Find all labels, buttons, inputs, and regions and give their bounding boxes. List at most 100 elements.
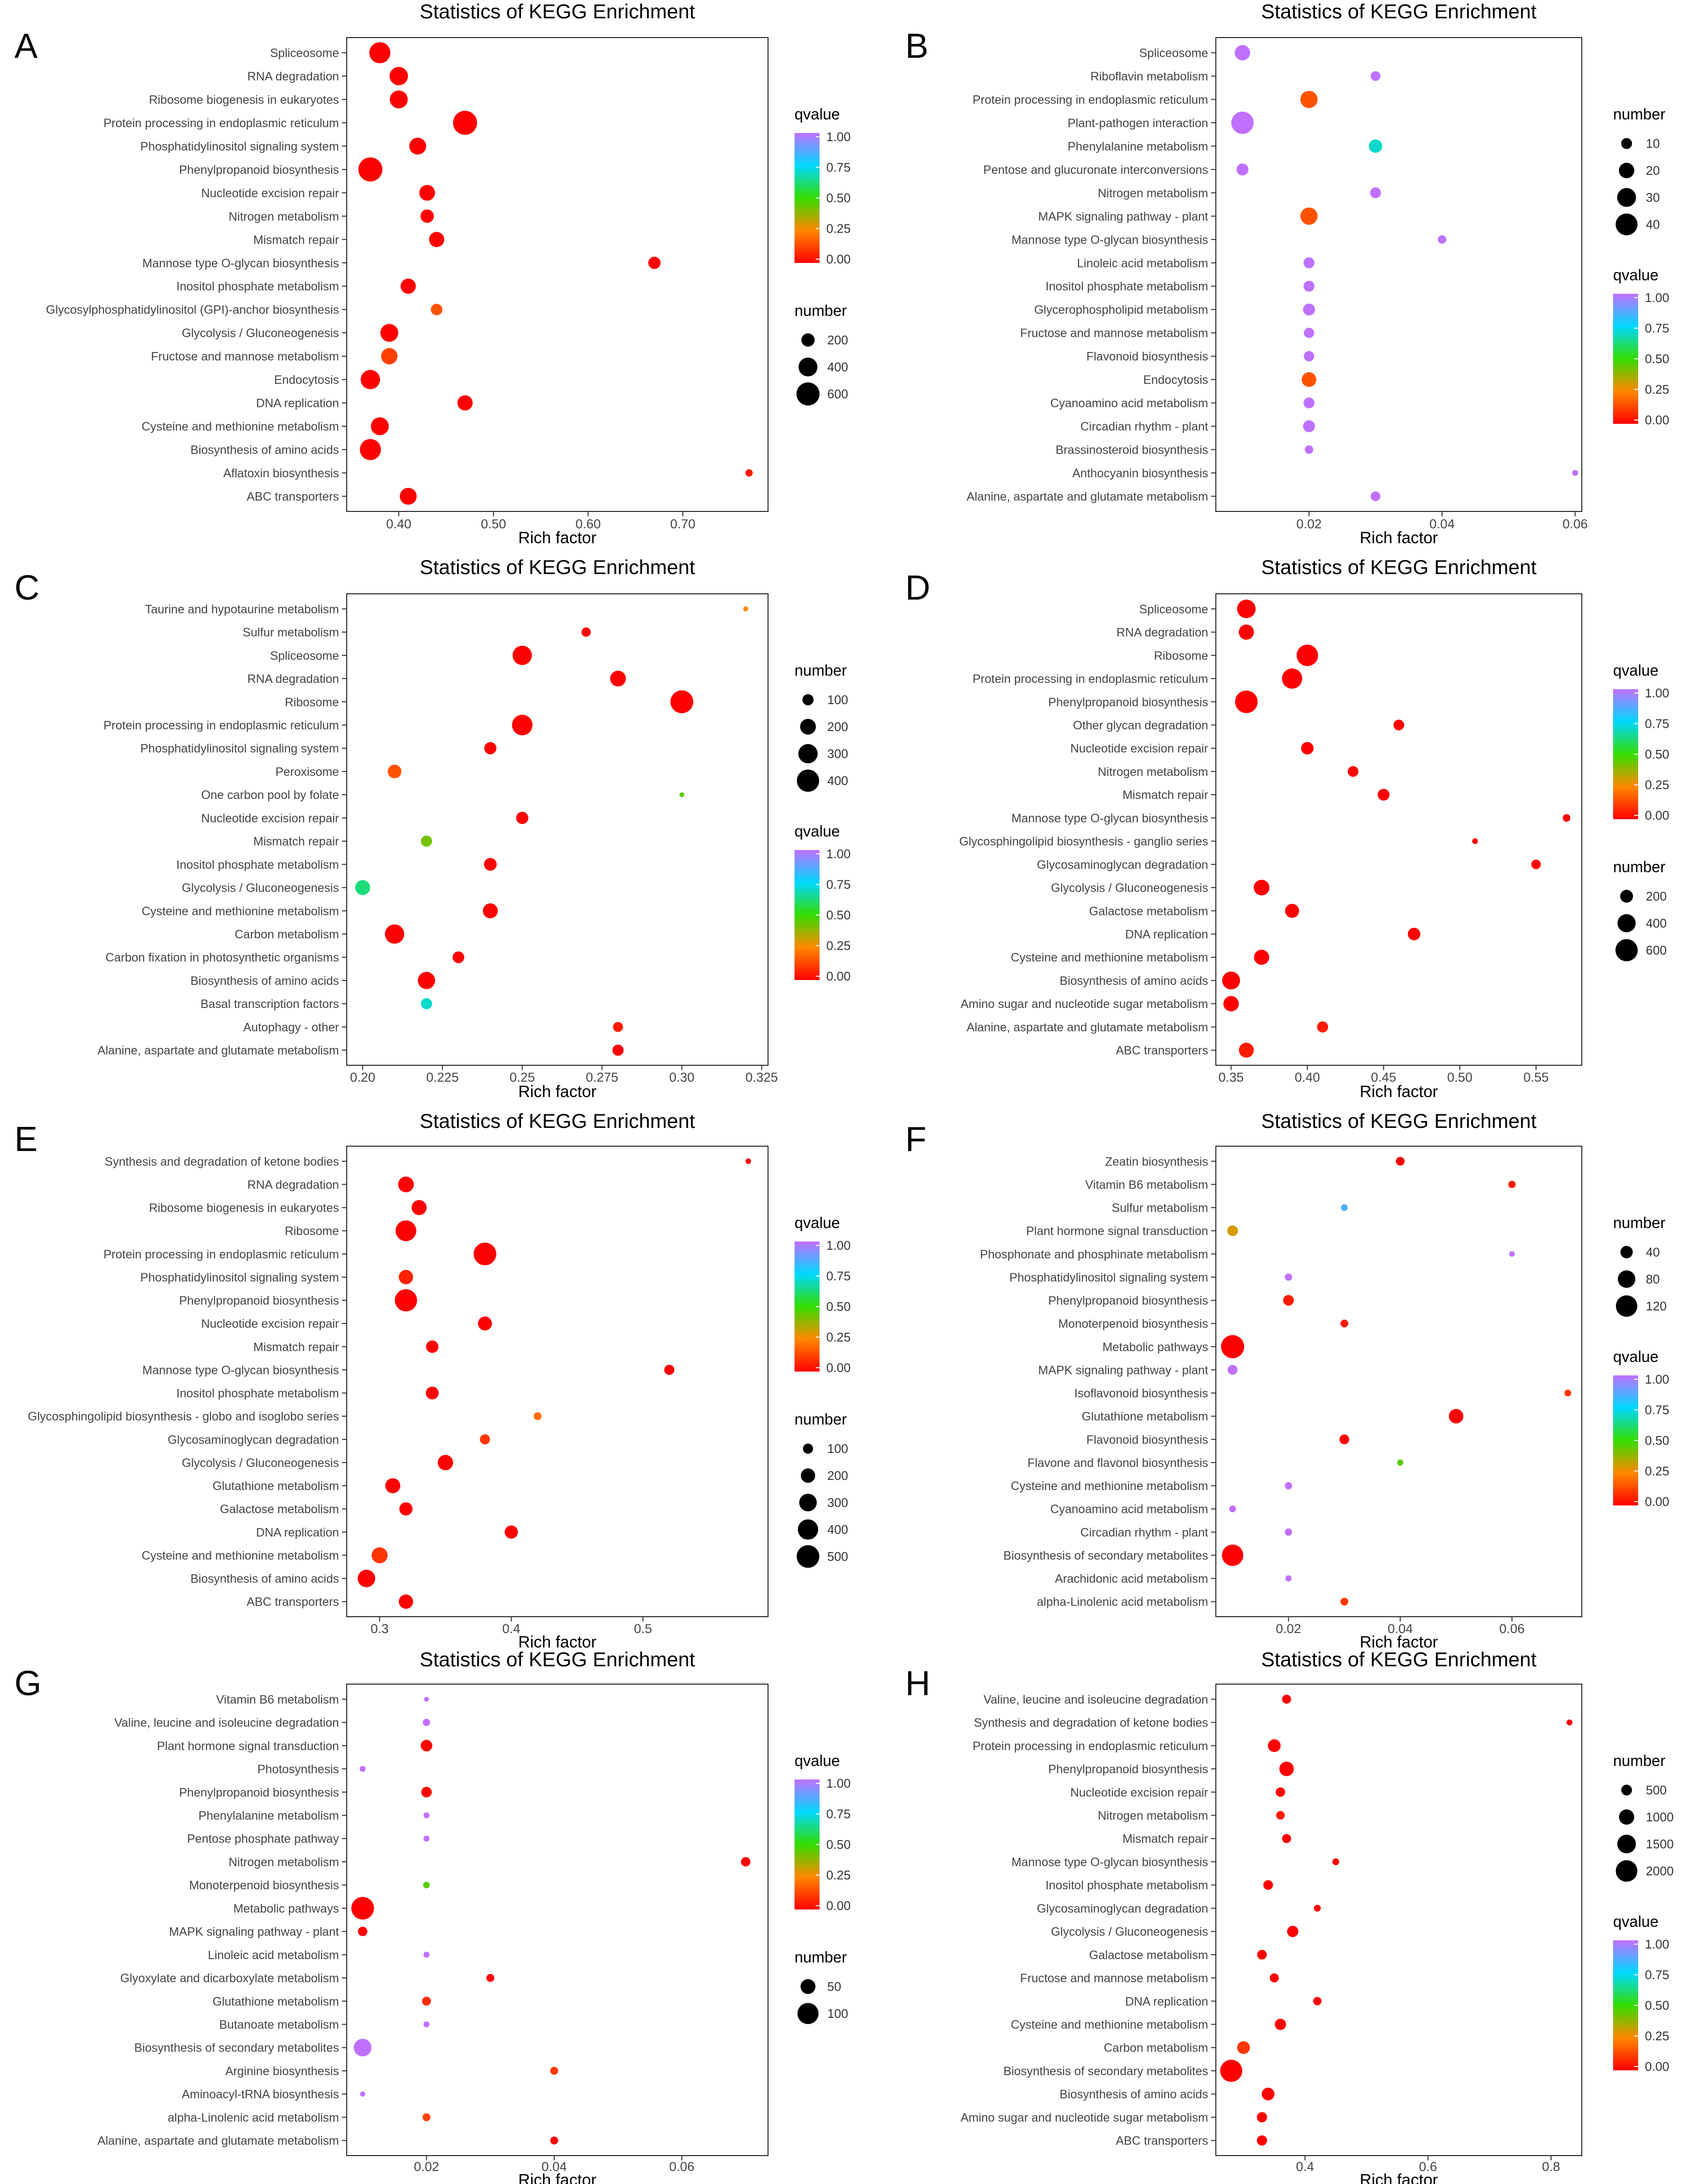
data-point [1276,1811,1285,1820]
category-label: Nitrogen metabolism [229,1856,339,1869]
category-label: Inositol phosphate metabolism [1045,280,1208,293]
data-point [1282,1834,1291,1844]
data-point [1300,207,1318,225]
size-legend-label: 40 [1646,1245,1660,1259]
category-label: Glycosphingolipid biosynthesis - globo a… [28,1410,339,1424]
category-label: MAPK signaling pathway - plant [169,1925,339,1939]
qvalue-colorbar [1613,1940,1638,2070]
category-label: Carbon metabolism [235,928,339,942]
x-tick-label: 0.02 [414,2159,439,2174]
plot-area [346,1684,769,2156]
colorbar-tick-label: 0.75 [1645,1968,1669,1982]
category-label: Mismatch repair [1122,1832,1208,1846]
data-point [1227,1365,1238,1375]
colorbar-tick-label: 0.50 [1645,747,1669,761]
size-legend-dot [1616,1295,1638,1317]
category-label: Glycolysis / Gluconeogenesis [182,327,339,340]
category-label: DNA replication [256,397,339,410]
category-label: Glycerophospholipid metabolism [1034,303,1208,317]
colorbar-tick-label: 0.50 [826,908,851,922]
data-point [351,1896,374,1920]
size-legend-label: 120 [1646,1299,1667,1313]
data-point [1236,163,1249,176]
data-point [390,90,408,109]
category-label: Glycosaminoglycan degradation [1037,858,1208,872]
colorbar-tick-label: 0.00 [1645,808,1669,823]
category-label: Glycolysis / Gluconeogenesis [182,881,339,895]
size-legend-dot [800,719,816,735]
category-label: ABC transporters [1116,2134,1208,2148]
category-label: Spliceosome [1139,47,1208,60]
category-label: Ribosome [285,695,339,709]
x-tick-label: 0.55 [1524,1070,1549,1085]
panel-label: D [905,569,930,607]
colorbar-tick-label: 0.50 [1645,1433,1669,1448]
category-label: Inositol phosphate metabolism [176,858,339,872]
data-point [648,256,661,269]
chart-title: Statistics of KEGG Enrichment [1261,556,1537,578]
data-point [1370,491,1381,501]
data-point [355,880,370,895]
x-tick-label: 0.35 [1218,1070,1244,1085]
colorbar-tick-label: 0.50 [1645,352,1669,366]
size-legend-label: 1500 [1646,1837,1674,1851]
data-point [390,66,408,86]
data-point [1222,1544,1244,1566]
data-point [357,1569,376,1587]
size-legend-label: 30 [1646,190,1660,205]
data-point [358,157,383,182]
data-point [360,439,381,460]
category-label: Phenylpropanoid biosynthesis [179,163,339,177]
data-point [457,395,473,411]
size-legend-dot [798,744,818,764]
colorbar-tick-label: 1.00 [1645,1937,1669,1951]
data-point [1237,600,1256,618]
qvalue-colorbar [795,850,820,980]
size-legend-dot [797,1519,819,1540]
size-legend-label: 200 [1646,889,1667,903]
category-label: Arginine biosynthesis [225,2065,339,2078]
colorbar-tick-label: 1.00 [1645,686,1669,700]
category-label: Cyanoamino acid metabolism [1050,397,1208,410]
data-point [1300,91,1318,108]
category-label: Mannose type O-glycan biosynthesis [1011,1856,1208,1869]
data-point [1395,1157,1405,1166]
qvalue-legend-title: qvalue [795,105,840,123]
data-point [1238,624,1254,640]
size-legend-dot [1619,163,1634,178]
data-point [1235,45,1251,61]
data-point [534,1412,542,1420]
data-point [1231,111,1254,134]
chart-title: Statistics of KEGG Enrichment [1261,0,1537,23]
x-axis-label: Rich factor [1360,529,1438,547]
colorbar-tick-label: 0.25 [826,939,851,953]
category-label: Nitrogen metabolism [1098,1809,1208,1822]
category-label: DNA replication [1125,1995,1208,2008]
category-label: Spliceosome [270,47,339,60]
panel-C: C Statistics of KEGG Enrichment Taurine an… [14,556,851,1101]
data-point [550,2066,559,2075]
size-legend-label: 200 [827,1468,848,1483]
category-label: ABC transporters [247,490,339,503]
data-point [401,278,416,294]
data-point [1222,971,1240,990]
data-point [424,1697,429,1702]
data-point [1563,814,1571,822]
data-point [1317,1021,1329,1033]
category-label: Galactose metabolism [1089,904,1208,918]
data-point [1339,1434,1350,1444]
category-label: Biosynthesis of amino acids [191,444,339,457]
category-label: Aminoacyl-tRNA biosynthesis [182,2088,339,2101]
category-label: Phosphatidylinositol signaling system [140,742,339,756]
category-label: Peroxisome [275,765,339,779]
data-point [745,1158,751,1164]
data-point [1257,1949,1267,1960]
data-point [1508,1180,1516,1189]
x-tick-label: 0.30 [669,1070,695,1085]
category-label: DNA replication [1125,928,1208,942]
data-point [419,184,435,201]
x-tick-label: 0.45 [1371,1070,1396,1085]
category-label: Ribosome [1154,649,1208,663]
qvalue-legend-title: qvalue [1613,1913,1658,1930]
plot-area [1215,1684,1582,2156]
